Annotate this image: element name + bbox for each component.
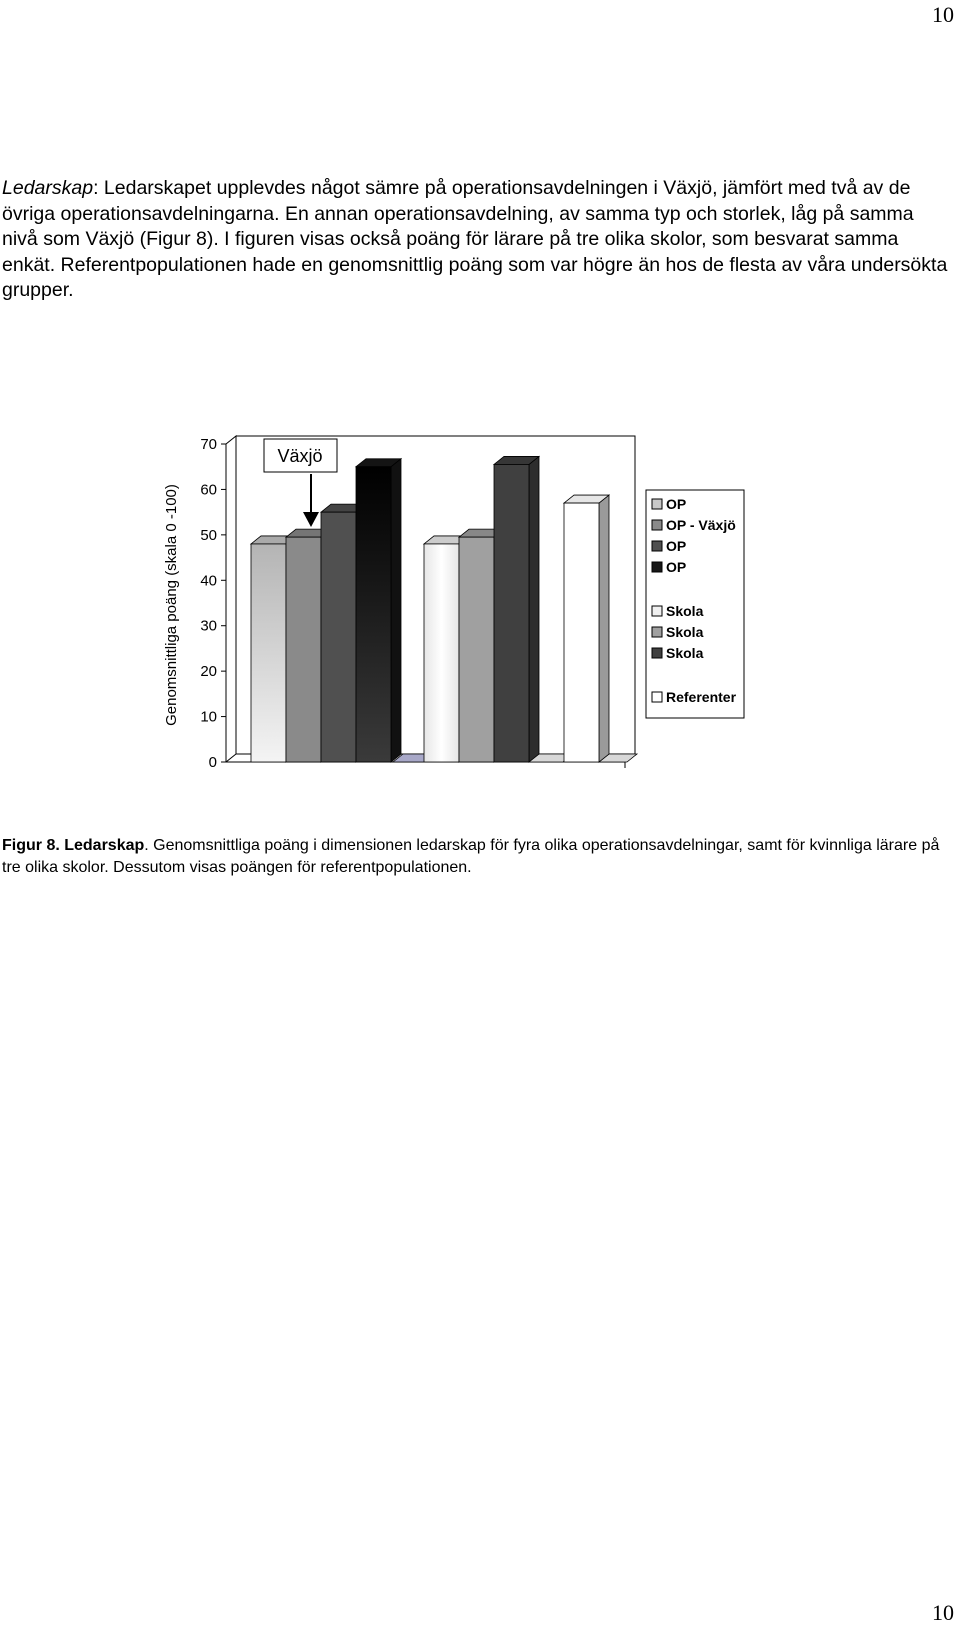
legend: OP OP - Växjö OP OP Skola Skola Skola Referente… xyxy=(645,489,745,719)
bars xyxy=(249,455,639,763)
y-tick-label-10: 10 xyxy=(200,709,217,726)
y-tick-label-20: 20 xyxy=(200,663,217,680)
bar-front xyxy=(285,536,322,763)
bar-front xyxy=(493,464,530,763)
legend-swatch-3 xyxy=(651,540,663,552)
ledarskap-bar-chart: 0 10 20 30 40 50 60 70 Genomsnittliga poäng (sk… xyxy=(163,434,745,771)
bar-6 xyxy=(457,528,506,763)
annotation-arrow-head xyxy=(303,512,319,527)
bar-8 xyxy=(562,494,611,763)
legend-label-4: OP xyxy=(666,559,686,575)
legend-label-8: Referenter xyxy=(666,689,737,705)
annotation-label: Växjö xyxy=(277,446,322,466)
body-paragraph: Ledarskap: Ledarskapet upplevdes något s… xyxy=(2,176,952,304)
legend-swatch-4 xyxy=(651,561,663,573)
figure-caption: Figur 8. Ledarskap. Genomsnittliga poäng… xyxy=(2,835,957,879)
vaxjo-annotation: Växjö xyxy=(263,438,338,527)
page-number-top: 10 xyxy=(932,2,954,27)
bar-side xyxy=(390,457,402,763)
y-axis-label: Genomsnittliga poäng (skala 0 -100) xyxy=(163,484,180,726)
y-tick-label-40: 40 xyxy=(200,572,217,589)
legend-swatch-7 xyxy=(651,647,663,659)
y-tick-label-30: 30 xyxy=(200,618,217,635)
y-axis: 0 10 20 30 40 50 60 70 xyxy=(200,436,226,771)
legend-label-3: OP xyxy=(666,538,686,554)
y-tick-label-50: 50 xyxy=(200,527,217,544)
paragraph-text: : Ledarskapet upplevdes något sämre på o… xyxy=(2,177,948,301)
legend-swatch-6 xyxy=(651,626,663,638)
legend-label-1: OP xyxy=(666,496,686,512)
bar-4 xyxy=(354,457,403,763)
bar-front xyxy=(320,511,357,763)
legend-label-2: OP - Växjö xyxy=(666,517,736,533)
legend-swatch-2 xyxy=(651,519,663,531)
legend-label-7: Skola xyxy=(666,645,704,661)
y-tick-label-70: 70 xyxy=(200,436,217,453)
page-number-bottom: 10 xyxy=(932,1600,954,1625)
bar-front xyxy=(563,502,600,763)
legend-swatch-5 xyxy=(651,605,663,617)
annotation-box xyxy=(263,438,338,473)
paragraph-lead: Ledarskap xyxy=(2,177,94,199)
y-tick-label-60: 60 xyxy=(200,481,217,498)
bar-front xyxy=(250,543,287,763)
legend-label-6: Skola xyxy=(666,624,704,640)
bar-side xyxy=(528,455,540,763)
bar-front xyxy=(458,536,495,763)
bar-front xyxy=(423,543,460,763)
y-tick-label-0: 0 xyxy=(209,754,217,771)
caption-text: . Genomsnittliga poäng i dimensionen led… xyxy=(2,837,940,876)
bar-7 xyxy=(492,455,541,763)
bar-side xyxy=(598,494,610,763)
floor-edge xyxy=(225,753,237,763)
legend-swatch-1 xyxy=(651,498,663,510)
bar-front xyxy=(355,466,392,763)
legend-label-5: Skola xyxy=(666,603,704,619)
caption-label: Figur 8. Ledarskap xyxy=(2,837,145,854)
legend-swatch-8 xyxy=(651,691,663,703)
